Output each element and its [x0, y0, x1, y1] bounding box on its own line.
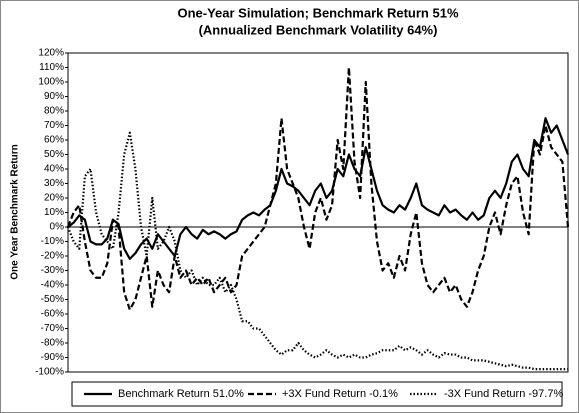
- y-tick-label: 40%: [44, 164, 64, 175]
- y-tick-label: 10%: [44, 207, 64, 218]
- legend-label: Benchmark Return 51.0%: [118, 388, 244, 400]
- y-tick-label: -10%: [41, 236, 64, 247]
- y-tick-label: -100%: [35, 367, 64, 378]
- y-tick-label: -70%: [41, 323, 64, 334]
- legend-label: -3X Fund Return -97.7%: [444, 388, 563, 400]
- y-tick-label: 80%: [44, 106, 64, 117]
- legend-box: [71, 381, 563, 407]
- y-tick-label: 100%: [38, 77, 64, 88]
- y-tick-label: -90%: [41, 352, 64, 363]
- y-tick-label: 50%: [44, 149, 64, 160]
- chart-title: One-Year Simulation; Benchmark Return 51…: [177, 5, 458, 20]
- series-line: [66, 131, 568, 371]
- y-tick-label: 0%: [50, 222, 65, 233]
- y-axis-label: One Year Benchmark Return: [10, 144, 21, 279]
- chart-subtitle: (Annualized Benchmark Volatility 64%): [199, 22, 438, 37]
- y-tick-label: 110%: [39, 62, 64, 73]
- y-tick-label: -30%: [41, 265, 64, 276]
- y-tick-label: -20%: [41, 251, 64, 262]
- y-tick-label: -60%: [41, 309, 64, 320]
- y-tick-label: 90%: [44, 91, 64, 102]
- y-tick-label: -40%: [41, 280, 64, 291]
- y-tick-label: -50%: [41, 294, 64, 305]
- y-tick-label: 20%: [44, 193, 64, 204]
- series-line: [67, 117, 570, 260]
- y-tick-label: -80%: [41, 338, 64, 349]
- y-tick-label: 120%: [38, 48, 64, 59]
- legend-label: +3X Fund Return -0.1%: [282, 388, 398, 400]
- series-line: [66, 66, 570, 311]
- y-tick-label: 60%: [44, 135, 64, 146]
- y-tick-label: 30%: [44, 178, 64, 189]
- y-tick-label: 70%: [44, 120, 64, 131]
